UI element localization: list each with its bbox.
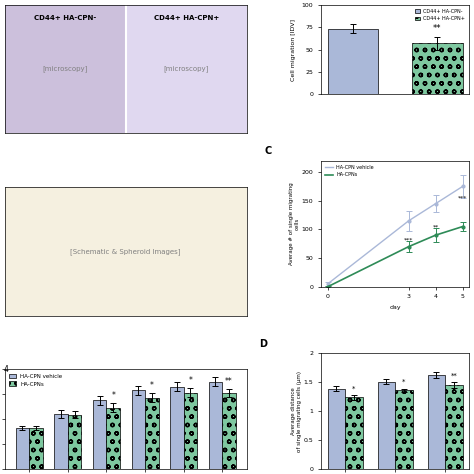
Bar — [145, 398, 159, 469]
Bar — [55, 414, 68, 469]
Text: ***: *** — [458, 196, 467, 201]
Text: *: * — [402, 379, 406, 385]
Bar — [93, 401, 107, 469]
Bar — [126, 5, 247, 133]
Bar — [328, 29, 378, 94]
Legend: CD44+ HA-CPN-, CD44+ HA-CPN+: CD44+ HA-CPN-, CD44+ HA-CPN+ — [413, 7, 467, 23]
Bar — [107, 408, 120, 469]
Text: [microscopy]: [microscopy] — [43, 66, 88, 73]
Text: [Schematic & Spheroid Images]: [Schematic & Spheroid Images] — [71, 248, 181, 255]
Bar — [209, 382, 222, 469]
Text: C: C — [264, 146, 272, 156]
Text: *: * — [150, 382, 154, 391]
Y-axis label: Average distance
of single migrating cells (μm): Average distance of single migrating cel… — [292, 371, 302, 452]
Bar — [445, 385, 463, 469]
X-axis label: day: day — [389, 305, 401, 310]
Text: **: ** — [225, 377, 233, 386]
Y-axis label: Cell migration [IDV]: Cell migration [IDV] — [291, 18, 296, 81]
Text: [microscopy]: [microscopy] — [164, 66, 209, 73]
Legend: HA-CPN vehicle, HA-CPNs: HA-CPN vehicle, HA-CPNs — [8, 372, 64, 388]
Text: *: * — [111, 392, 115, 401]
Text: **: ** — [433, 24, 441, 33]
Text: **: ** — [450, 373, 457, 379]
Bar — [183, 393, 197, 469]
Bar — [29, 428, 43, 469]
Bar — [132, 391, 145, 469]
Text: CD44+ HA-CPN+: CD44+ HA-CPN+ — [154, 15, 219, 21]
Bar — [345, 397, 363, 469]
Bar — [5, 5, 126, 133]
Bar — [395, 390, 412, 469]
Bar — [16, 428, 29, 469]
Text: *: * — [189, 376, 192, 385]
Legend: HA-CPN vehicle, HA-CPNs: HA-CPN vehicle, HA-CPNs — [323, 163, 376, 180]
Text: D: D — [259, 339, 267, 349]
Bar — [68, 415, 82, 469]
Bar — [328, 389, 345, 469]
Bar — [428, 374, 445, 469]
Text: **: ** — [432, 225, 438, 229]
Text: CD44+ HA-CPN-: CD44+ HA-CPN- — [34, 15, 96, 21]
Bar — [222, 393, 236, 469]
Bar — [378, 382, 395, 469]
Text: *: * — [352, 385, 356, 392]
Bar — [412, 43, 463, 94]
Text: 4: 4 — [3, 365, 8, 374]
Y-axis label: Average # of single migrating
cells: Average # of single migrating cells — [289, 182, 300, 265]
Bar — [170, 387, 183, 469]
Text: ***: *** — [404, 237, 413, 242]
